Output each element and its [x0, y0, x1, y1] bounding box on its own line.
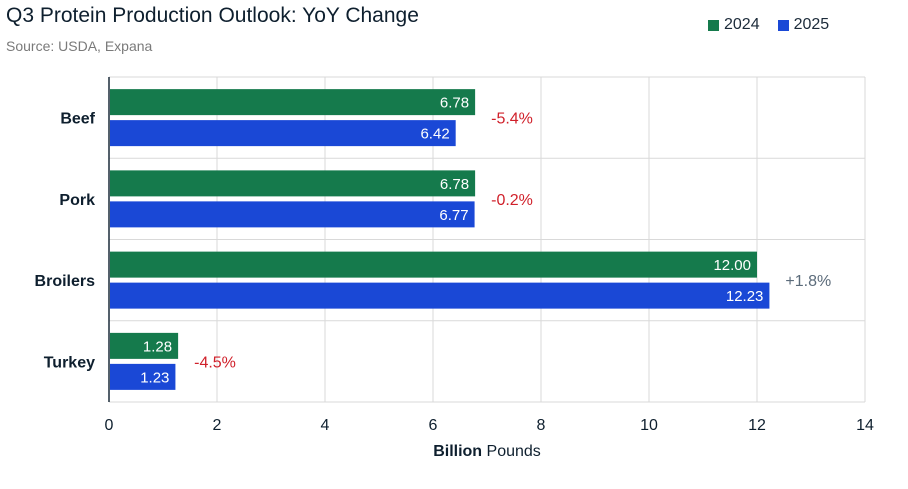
chart-legend: 2024 2025: [708, 16, 847, 34]
chart-source: Source: USDA, Expana: [6, 38, 153, 54]
legend-label-2024: 2024: [724, 16, 760, 33]
x-tick-label: 4: [321, 417, 330, 434]
category-label: Pork: [59, 192, 95, 209]
bar-2024-beef: [110, 89, 476, 116]
yoy-change-label: +1.8%: [785, 273, 831, 290]
legend-swatch-2025: [777, 19, 789, 31]
x-tick-label: 8: [537, 417, 546, 434]
x-tick-label: 14: [856, 417, 874, 434]
legend-swatch-2024: [708, 19, 719, 31]
x-axis-label: Billion Pounds: [109, 443, 865, 461]
x-tick-label: 6: [429, 417, 438, 434]
bar-value-label: 12.23: [726, 288, 764, 305]
category-label: Beef: [60, 111, 95, 128]
yoy-change-label: -4.5%: [194, 354, 236, 371]
x-tick-label: 2: [213, 417, 222, 434]
legend-item-2024: 2024: [708, 16, 760, 34]
chart-title: Q3 Protein Production Outlook: YoY Chang…: [6, 4, 419, 27]
yoy-change-label: -0.2%: [491, 192, 533, 209]
legend-item-2025: 2025: [777, 16, 830, 34]
bar-2025-beef: [110, 120, 456, 147]
x-axis-label-rest: Pounds: [482, 443, 541, 460]
x-tick-label: 12: [748, 417, 766, 434]
bar-value-label: 1.23: [140, 369, 169, 386]
x-tick-label: 0: [105, 417, 114, 434]
bar-value-label: 6.77: [439, 207, 468, 224]
bars: [110, 89, 770, 390]
bar-value-label: 6.42: [420, 126, 449, 143]
yoy-change-label: -5.4%: [491, 111, 533, 128]
bar-value-label: 12.00: [713, 257, 751, 274]
bar-2024-broilers: [110, 251, 757, 278]
bar-2024-pork: [110, 170, 476, 197]
bar-2025-turkey: [110, 363, 176, 390]
legend-label-2025: 2025: [793, 16, 830, 33]
category-label: Turkey: [44, 354, 95, 371]
labels: 0 2 4 6 8 10 12 14 Beef 6.78 6.42 -5.4% Pork 6.78 6.77…: [35, 95, 874, 434]
bar-value-label: 6.78: [440, 95, 469, 112]
bar-2025-broilers: [110, 282, 770, 309]
bar-value-label: 6.78: [440, 176, 469, 193]
category-label: Broilers: [35, 273, 96, 290]
bar-value-label: 1.28: [143, 338, 172, 355]
x-tick-label: 10: [640, 417, 658, 434]
bar-2024-turkey: [110, 332, 179, 359]
x-axis-label-bold: Billion: [433, 443, 483, 460]
bar-2025-pork: [110, 201, 475, 228]
grid-lines: [108, 76, 866, 403]
